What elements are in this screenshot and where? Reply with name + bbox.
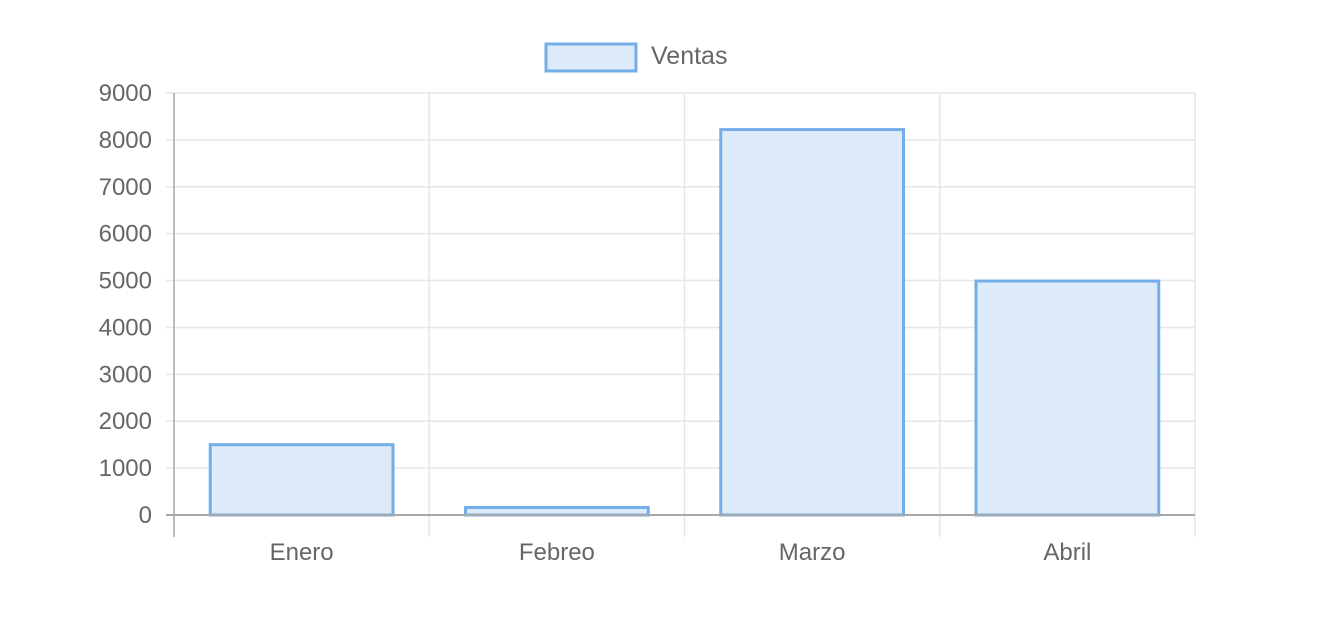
- y-tick-label: 3000: [99, 361, 152, 388]
- axes: [166, 93, 1195, 537]
- legend-label[interactable]: Ventas: [651, 42, 727, 70]
- legend[interactable]: Ventas: [544, 42, 727, 73]
- x-category-label: Abril: [1043, 539, 1091, 566]
- bars: [208, 128, 1161, 517]
- legend-swatch[interactable]: [544, 42, 638, 73]
- bar-enero[interactable]: [208, 443, 395, 517]
- x-category-label: Febreo: [519, 539, 595, 566]
- y-tick-label: 7000: [99, 174, 152, 201]
- x-axis-categories: Enero Febreo Marzo Abril: [270, 539, 1092, 566]
- y-tick-label: 2000: [99, 408, 152, 435]
- y-tick-label: 1000: [99, 455, 152, 482]
- y-tick-label: 4000: [99, 314, 152, 341]
- bar-abril[interactable]: [974, 279, 1161, 517]
- y-tick-label: 8000: [99, 127, 152, 154]
- y-tick-label: 5000: [99, 268, 152, 295]
- bar-marzo[interactable]: [719, 128, 906, 517]
- y-tick-label: 6000: [99, 221, 152, 248]
- y-axis-ticks: 0 1000 2000 3000 4000 5000 6000 7000 8000 9000: [99, 80, 152, 529]
- bar-febreo[interactable]: [463, 505, 650, 517]
- y-tick-label: 0: [139, 502, 152, 529]
- x-category-label: Enero: [270, 539, 334, 566]
- x-category-label: Marzo: [779, 539, 846, 566]
- y-tick-label: 9000: [99, 80, 152, 107]
